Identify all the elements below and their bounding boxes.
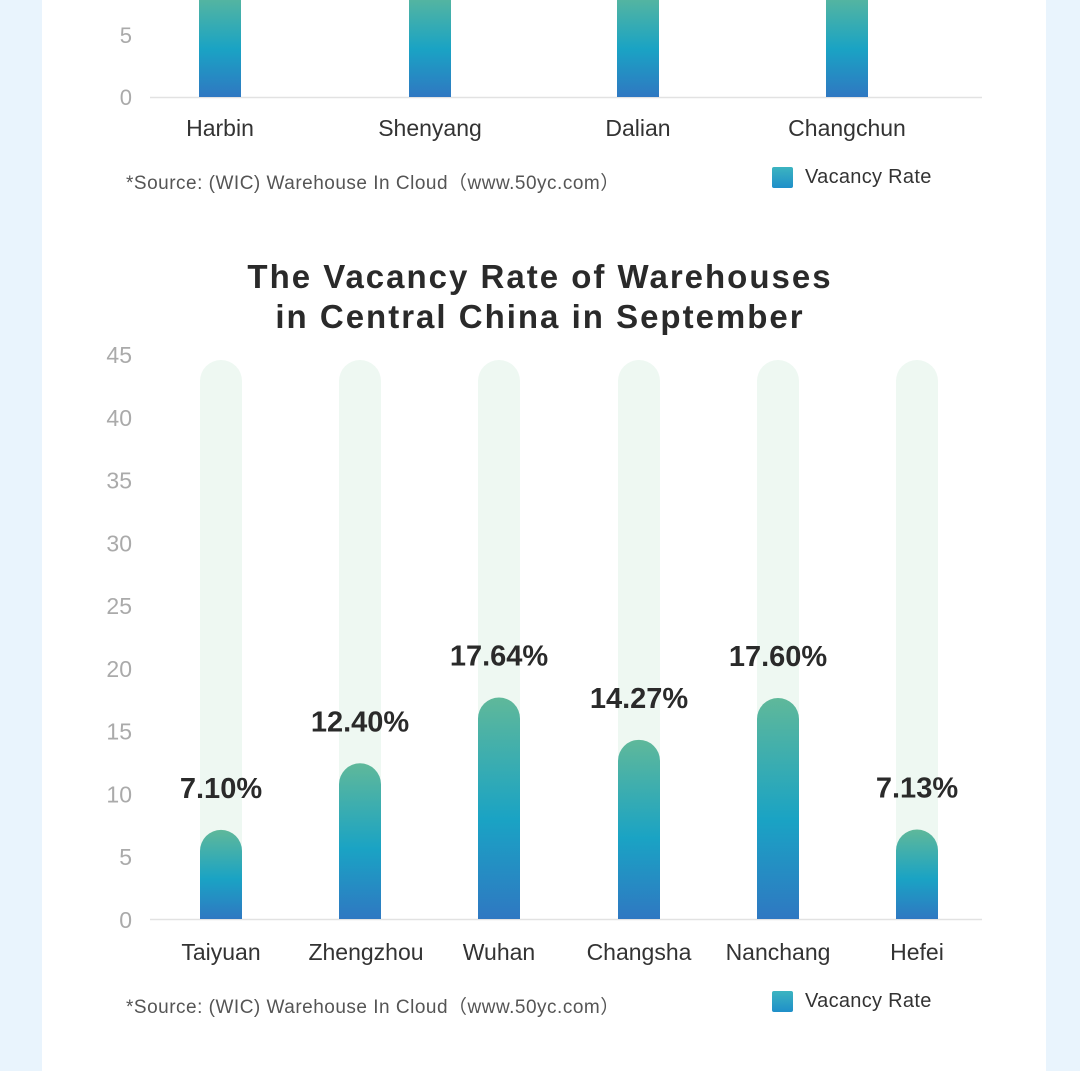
chart2-bar-track <box>200 360 242 919</box>
chart1-bar <box>617 0 659 97</box>
chart2-bar <box>896 829 938 919</box>
chart2-x-tick: Changsha <box>587 939 692 965</box>
chart2-y-tick: 25 <box>106 593 132 619</box>
chart2-value-label: 14.27% <box>590 683 689 715</box>
chart1-y-tick: 5 <box>120 23 132 48</box>
chart1-bar <box>409 0 451 97</box>
chart2-x-tick: Hefei <box>890 939 944 965</box>
chart2-title-line-2: in Central China in September <box>275 298 805 335</box>
chart2-y-tick: 20 <box>106 656 132 682</box>
chart1-x-tick: Shenyang <box>378 115 482 141</box>
chart1-x-tick: Harbin <box>186 115 254 141</box>
chart2-y-tick: 35 <box>106 468 132 494</box>
chart2-y-tick: 30 <box>106 530 132 556</box>
chart1-legend: Vacancy Rate <box>772 166 932 189</box>
chart1-x-tick: Changchun <box>788 115 906 141</box>
chart2-value-label: 17.60% <box>729 641 828 673</box>
chart1-legend-label: Vacancy Rate <box>805 166 932 188</box>
chart2-source-note: *Source: (WIC) Warehouse In Cloud（www.50… <box>126 997 620 1018</box>
chart2-y-tick: 10 <box>106 781 132 807</box>
chart2-x-tick: Nanchang <box>726 939 831 965</box>
chart1-y-tick: 0 <box>120 85 132 110</box>
chart2-y-tick: 0 <box>119 907 132 933</box>
chart2-bar <box>478 697 520 919</box>
chart2-x-tick: Taiyuan <box>181 939 260 965</box>
chart2-legend: Vacancy Rate <box>772 990 932 1013</box>
chart2-legend-label: Vacancy Rate <box>805 990 932 1012</box>
chart2-value-label: 7.10% <box>180 773 262 805</box>
chart2-value-label: 12.40% <box>311 706 410 738</box>
chart2-x-tick: Wuhan <box>463 939 535 965</box>
chart2-value-label: 17.64% <box>450 641 549 673</box>
legend-swatch <box>772 167 793 188</box>
chart2-y-tick: 40 <box>106 405 132 431</box>
chart2-y-tick: 5 <box>119 844 132 870</box>
chart1-bar <box>199 0 241 97</box>
chart2-value-label: 7.13% <box>876 772 958 804</box>
chart2-y-tick: 45 <box>106 342 132 368</box>
chart2-x-tick: Zhengzhou <box>308 939 423 965</box>
chart2-title: The Vacancy Rate of Warehouses in Centra… <box>0 257 1080 337</box>
chart2-title-line-1: The Vacancy Rate of Warehouses <box>247 258 833 295</box>
legend-swatch <box>772 991 793 1012</box>
chart1-x-tick: Dalian <box>605 115 670 141</box>
chart2-y-tick: 15 <box>106 719 132 745</box>
chart2-bar <box>618 739 660 919</box>
chart2-bar <box>757 698 799 919</box>
chart2-bar <box>339 763 381 919</box>
chart1-source-note: *Source: (WIC) Warehouse In Cloud（www.50… <box>126 173 620 194</box>
chart1-bar <box>826 0 868 97</box>
chart-central-china: 0 5 10 15 20 25 30 35 40 45 7.10% Taiyuan 12.40% Zhen… <box>106 342 982 965</box>
chart2-bar-track <box>896 360 938 919</box>
chart2-bar <box>200 829 242 919</box>
chart-north-east: 5 0 Harbin Shenyang Dalian Changchun <box>120 0 982 141</box>
